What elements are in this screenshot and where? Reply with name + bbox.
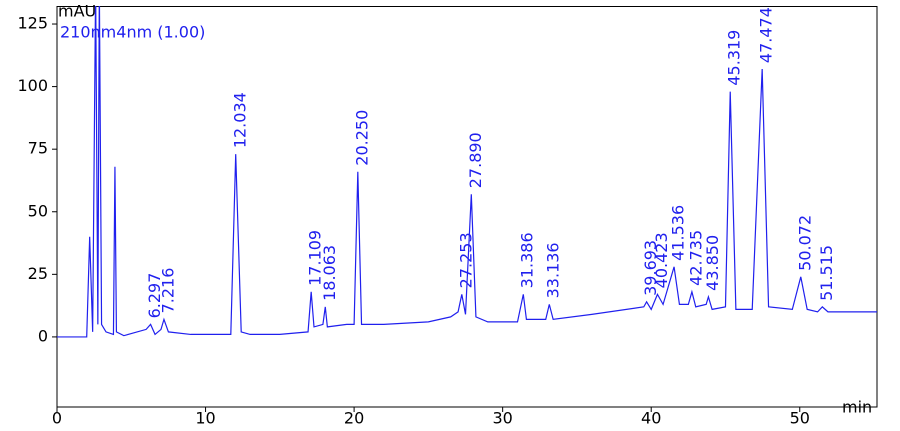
peak-label: 27.890 [466, 132, 485, 188]
peak-label: 27.253 [456, 232, 475, 288]
peak-label: 51.515 [817, 245, 836, 301]
peak-label: 40.423 [652, 232, 671, 288]
y-tick-label: 50 [28, 201, 48, 220]
trace [57, 6, 877, 338]
x-tick-label: 0 [52, 409, 62, 428]
peak-label: 50.072 [795, 215, 814, 271]
peak-label: 45.319 [725, 30, 744, 86]
x-tick-label: 40 [641, 409, 661, 428]
peak-label: 41.536 [669, 205, 688, 261]
x-tick-label: 20 [344, 409, 364, 428]
peak-label: 43.850 [703, 235, 722, 291]
peak-label: 20.250 [352, 110, 371, 166]
x-tick-label: 10 [195, 409, 215, 428]
peak-label: 39.693 [641, 240, 660, 296]
peak-label: 42.735 [686, 230, 705, 286]
peak-label: 33.136 [544, 242, 563, 298]
x-tick-label: 50 [790, 409, 810, 428]
peak-label: 6.297 [145, 273, 164, 319]
peak-label: 31.386 [518, 232, 537, 288]
x-axis-label: min [842, 398, 872, 417]
peak-label: 17.109 [306, 230, 325, 286]
x-tick-label: 30 [492, 409, 512, 428]
y-axis-label: mAU [58, 2, 96, 21]
plot-frame [56, 6, 878, 408]
y-tick-label: 25 [28, 264, 48, 283]
y-tick-label: 75 [28, 139, 48, 158]
peak-label: 12.034 [230, 92, 249, 148]
peak-label: 18.063 [320, 245, 339, 301]
y-tick-label: 0 [38, 326, 48, 345]
y-tick-label: 100 [17, 76, 48, 95]
y-tick-label: 125 [17, 14, 48, 33]
peak-label: 47.474 [757, 7, 776, 63]
series-label: 210nm4nm (1.00) [60, 23, 205, 42]
peak-label: 7.216 [159, 268, 178, 314]
